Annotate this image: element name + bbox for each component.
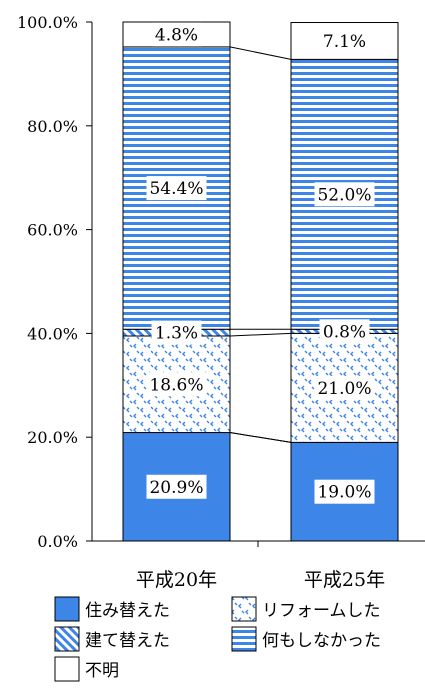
data-labels: 20.9% 18.6% 1.3% 54.4% 4.8% 19.0% 21.0% 0.8% 52.… — [146, 22, 375, 504]
connector-lines — [229, 46, 292, 443]
legend-swatch — [54, 596, 80, 622]
data-label-box — [146, 176, 207, 201]
legend-label: リフォームした — [262, 601, 381, 621]
data-label: 20.9% — [149, 478, 203, 498]
data-label: 54.4% — [149, 179, 203, 199]
y-tick-label: 20.0% — [27, 428, 78, 447]
x-category-label: 平成25年 — [304, 569, 385, 591]
data-label-box — [319, 319, 370, 344]
data-label-box — [314, 375, 375, 400]
y-tick-label: 0.0% — [37, 532, 78, 551]
connector-line — [229, 46, 292, 60]
y-tick-label: 60.0% — [27, 221, 78, 240]
data-label-box — [146, 474, 207, 499]
y-tick-label: 100.0% — [17, 13, 78, 32]
legend-label: 不明 — [85, 661, 119, 681]
data-label: 0.8% — [323, 322, 366, 342]
connector-line — [229, 332, 292, 337]
legend-label: 住み替えた — [85, 601, 170, 621]
y-tick-label: 40.0% — [27, 324, 78, 343]
data-label: 19.0% — [317, 483, 371, 503]
legend-swatch — [54, 656, 80, 682]
data-label: 7.1% — [323, 32, 366, 52]
data-label-box — [314, 182, 375, 207]
data-label-box — [314, 479, 375, 504]
data-label: 21.0% — [317, 379, 371, 399]
data-label: 52.0% — [317, 185, 371, 205]
y-tick-label: 80.0% — [27, 117, 78, 136]
bars — [122, 21, 399, 542]
legend-swatch — [231, 626, 257, 652]
connector-line — [229, 432, 292, 443]
x-category-label: 平成20年 — [136, 569, 217, 591]
data-label-box — [319, 28, 370, 53]
legend-swatch — [231, 596, 257, 622]
data-label-box — [146, 372, 207, 397]
data-label: 18.6% — [149, 375, 203, 395]
data-label-box — [151, 320, 202, 345]
legend-label: 何もしなかった — [262, 631, 381, 651]
data-label: 1.3% — [155, 324, 198, 344]
legend-label: 建て替えた — [85, 631, 170, 651]
data-label-box — [151, 22, 202, 47]
legend-swatch — [54, 626, 80, 652]
axes: 0.0% 20.0% 40.0% 60.0% 80.0% 100.0% 平成20年 平成25年 — [17, 13, 425, 591]
data-label: 4.8% — [155, 25, 198, 45]
